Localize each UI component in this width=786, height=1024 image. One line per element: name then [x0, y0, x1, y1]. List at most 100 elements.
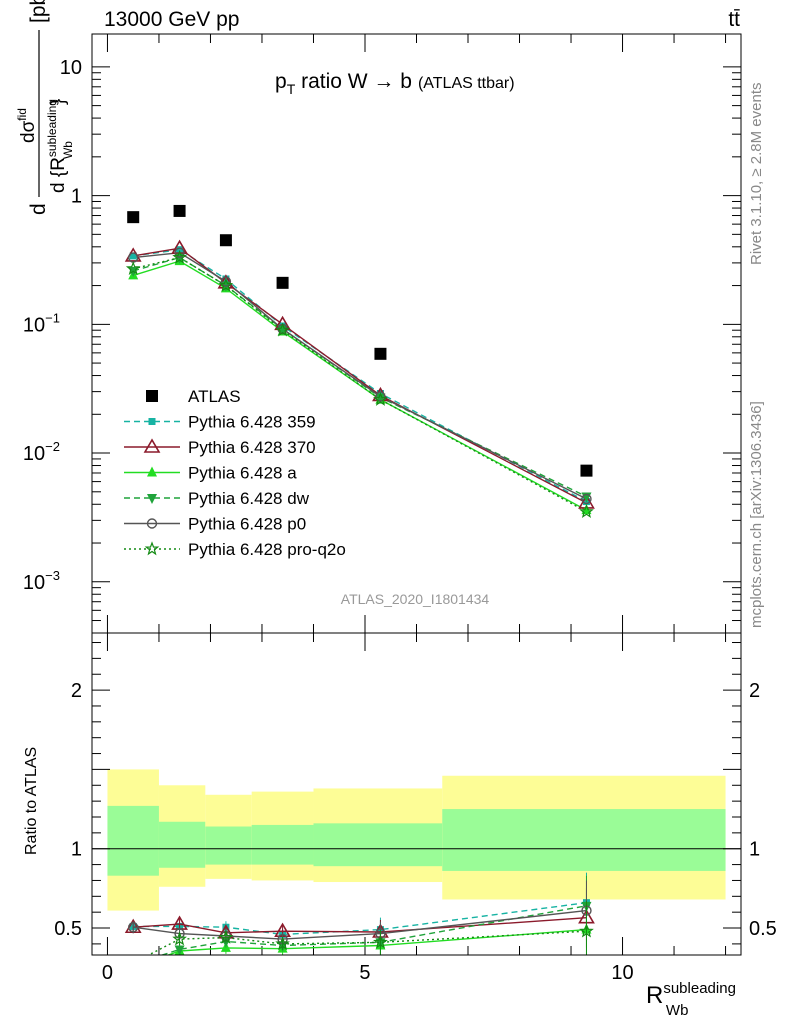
ratio-xlabel: Rsubleading Wb — [646, 980, 736, 1019]
legend-marker — [146, 518, 158, 529]
legend-marker — [146, 390, 158, 402]
ratio-point — [128, 957, 139, 968]
data-point — [127, 211, 140, 224]
uncertainty-band-green — [251, 824, 314, 865]
ylabel-unit: [pb] — [27, 0, 50, 23]
mc-point — [373, 391, 388, 406]
uncertainty-band-green — [158, 821, 206, 868]
mc-point — [375, 391, 386, 402]
ylabel-d-outer: d — [27, 203, 50, 215]
ratio-point — [172, 931, 187, 946]
ratio-x-tick-label: 0 — [102, 962, 113, 984]
ratio-series-group — [124, 872, 595, 972]
ratio-frame — [91, 632, 742, 956]
legend-marker — [147, 494, 157, 504]
mc-point — [277, 324, 288, 335]
xlabel-sup: subleading — [663, 980, 736, 997]
ratio-point — [171, 915, 188, 930]
main-y-tick-label: 1 — [71, 186, 82, 208]
legend-marker — [148, 418, 156, 425]
ratio-series-line — [166, 928, 587, 955]
ratio-point — [128, 961, 138, 971]
tick-base: 10 — [23, 572, 45, 594]
legend-label: ATLAS — [188, 387, 241, 406]
ratio-axes: 0.5 0.5 1 1 2 2 0 5 10 — [54, 633, 777, 984]
analysis-label: ATLAS_2020_I1801434 — [341, 591, 490, 607]
legend-label: Pythia 6.428 dw — [188, 489, 310, 508]
ratio-series-line — [133, 902, 587, 936]
ratio-point — [174, 945, 185, 955]
tick-exponent: −2 — [45, 439, 60, 454]
mc-point — [581, 493, 592, 505]
ratio-series-line — [147, 930, 587, 955]
process-label: tt̄ — [728, 8, 740, 31]
main-y-tick-label: 10−2 — [23, 439, 60, 465]
ratio-y-tick-label: 2 — [71, 680, 82, 702]
main-series-line — [133, 256, 587, 498]
ylabel-denominator: d {Rsubleading Wb} — [45, 99, 75, 193]
legend-label: Pythia 6.428 pro-q2o — [188, 540, 346, 559]
legend-marker — [143, 438, 161, 453]
legend-label: Pythia 6.428 a — [188, 464, 297, 483]
mc-point — [174, 247, 185, 258]
ratio-x-tick-label: 5 — [359, 962, 370, 984]
legend-marker — [147, 466, 157, 477]
main-title-p: p — [275, 70, 287, 93]
mc-point — [579, 503, 594, 518]
data-point — [374, 347, 387, 360]
mc-point — [176, 246, 184, 254]
mc-point — [375, 393, 386, 404]
mcplots-label: mcplots.cern.ch [arXiv:1306.3436] — [748, 401, 765, 628]
main-y-tick-label: 10−1 — [23, 310, 60, 336]
legend-marker — [144, 541, 160, 556]
main-y-tick-label: 10 — [60, 57, 82, 79]
tick-exponent: −3 — [45, 568, 60, 583]
legend-label: Pythia 6.428 p0 — [188, 515, 306, 534]
mc-point — [220, 276, 232, 287]
tick-exponent: −1 — [45, 310, 60, 325]
rivet-label: Rivet 3.1.10, ≥ 2.8M events — [748, 83, 765, 266]
tick-base: 10 — [23, 443, 45, 465]
mc-point — [218, 277, 234, 292]
xlabel-main: R — [646, 982, 663, 1009]
ratio-ylabel: Ratio to ATLAS — [23, 747, 40, 855]
ratio-y-tick-label: 1 — [71, 839, 82, 861]
ratio-point — [579, 923, 594, 938]
uncertainty-band-green — [442, 809, 726, 871]
uncertainty-band-green — [107, 805, 159, 876]
uncertainty-band-green — [205, 826, 252, 865]
ratio-bands — [107, 769, 726, 911]
ratio-point — [128, 962, 138, 972]
tick-base: 10 — [23, 314, 45, 336]
main-series-line — [133, 251, 587, 500]
ratio-y-tick-label-right: 2 — [749, 680, 760, 702]
ratio-plot: 0.5 0.5 1 1 2 2 0 5 10 Ratio to ATLAS Rsubleadin… — [23, 632, 777, 1019]
xlabel-sub: Wb — [666, 1002, 689, 1019]
mc-point — [129, 252, 137, 260]
ratio-point — [218, 929, 234, 944]
uncertainty-band-green — [313, 823, 443, 867]
legend-label: Pythia 6.428 370 — [188, 438, 316, 457]
ratio-series — [124, 872, 595, 972]
legend-label: Pythia 6.428 359 — [188, 413, 316, 432]
ratio-series-line — [133, 909, 587, 940]
main-title-small: (ATLAS ttbar) — [418, 75, 515, 92]
main-series-line — [133, 248, 587, 503]
mc-point — [125, 261, 141, 275]
ratio-x-tick-label: 10 — [611, 962, 633, 984]
main-series — [124, 204, 595, 518]
main-ylabel: d dσfid d {Rsubleading Wb} [pb] — [15, 0, 75, 215]
ratio-point — [128, 922, 139, 933]
data-point — [219, 234, 232, 247]
data-point — [173, 204, 186, 217]
legend: ATLAS Pythia 6.428 359 Pythia 6.428 370 Pyt… — [124, 387, 346, 559]
ratio-y-tick-label: 0.5 — [54, 918, 82, 940]
mc-point — [275, 322, 290, 337]
energy-label: 13000 GeV pp — [104, 8, 239, 31]
ylabel-numerator: dσfid — [15, 108, 39, 143]
main-series-line — [132, 260, 587, 511]
main-title-sub: T — [287, 81, 296, 97]
